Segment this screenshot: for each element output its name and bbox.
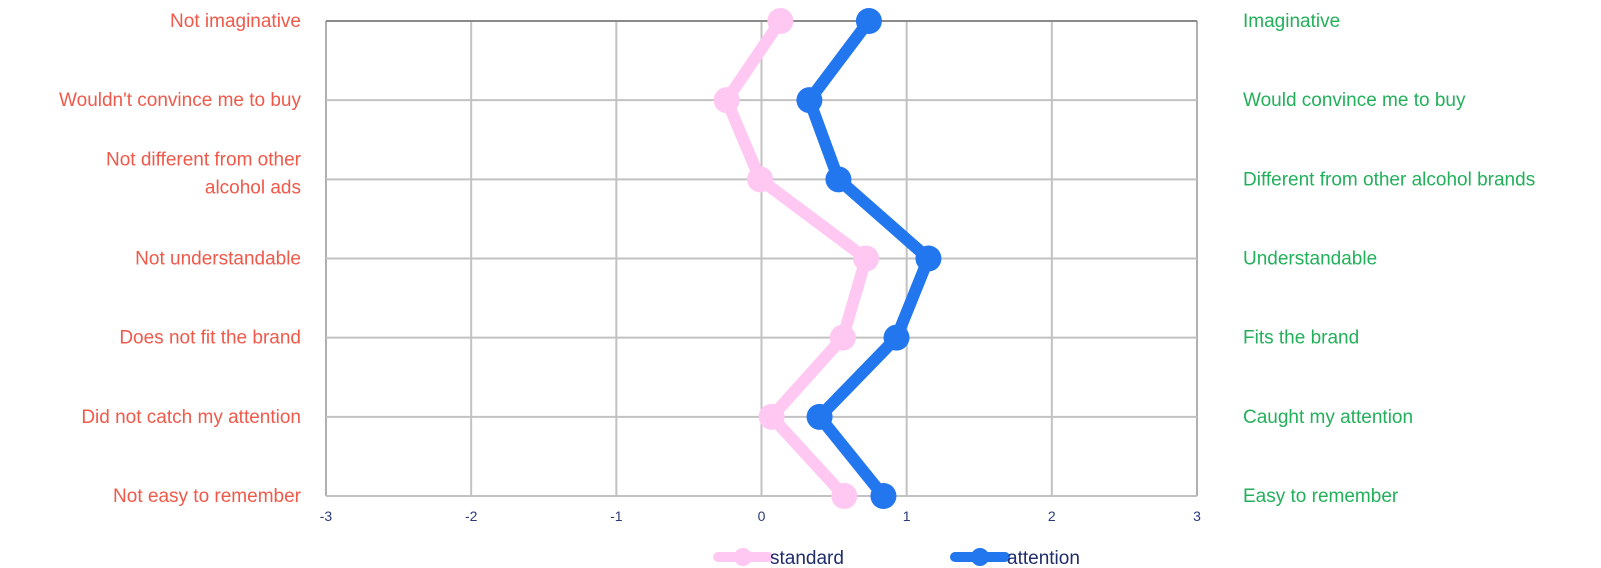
data-point-attention (883, 324, 910, 351)
tick-label: 3 (1193, 508, 1201, 524)
right-labels: Imaginative Would convince me to buy Diffe… (1243, 11, 1535, 507)
data-point-standard (713, 87, 740, 114)
data-point-attention (806, 403, 833, 430)
right-label: Caught my attention (1243, 407, 1413, 428)
tick-label: -2 (465, 508, 478, 524)
x-axis-ticks: -3 -2 -1 0 1 2 3 (320, 508, 1201, 524)
series (713, 8, 942, 509)
data-point-standard (831, 483, 858, 509)
tick-label: -3 (320, 508, 333, 524)
left-label: Wouldn't convince me to buy (59, 90, 301, 111)
data-point-standard (853, 245, 880, 272)
right-label: Different from other alcohol brands (1243, 169, 1535, 190)
left-label: Not understandable (135, 249, 301, 270)
right-label: Easy to remember (1243, 486, 1399, 507)
data-point-standard (758, 403, 785, 430)
right-label: Understandable (1243, 249, 1377, 270)
data-point-attention (870, 483, 897, 509)
left-label: alcohol ads (205, 177, 301, 198)
right-label: Imaginative (1243, 11, 1340, 32)
left-label: Does not fit the brand (119, 328, 301, 349)
right-label: Would convince me to buy (1243, 90, 1466, 111)
data-point-attention (915, 245, 942, 272)
left-labels: Not imaginative Wouldn't convince me to b… (59, 11, 302, 507)
left-label: Not easy to remember (113, 486, 302, 507)
tick-label: 1 (903, 508, 911, 524)
right-label: Fits the brand (1243, 328, 1359, 349)
data-point-standard (767, 8, 794, 34)
legend-label-standard: standard (770, 548, 844, 568)
legend-swatch-marker-standard (734, 548, 752, 566)
legend-label-attention: attention (1007, 548, 1080, 568)
tick-label: -1 (610, 508, 623, 524)
left-label: Did not catch my attention (81, 407, 301, 428)
data-point-standard (747, 166, 774, 193)
data-point-standard (829, 324, 856, 351)
data-point-attention (796, 87, 823, 114)
legend: standard attention (713, 548, 1080, 568)
tick-label: 0 (758, 508, 766, 524)
legend-swatch-marker-attention (971, 548, 989, 566)
data-point-attention (825, 166, 852, 193)
left-label: Not imaginative (170, 11, 301, 32)
tick-label: 2 (1048, 508, 1056, 524)
data-point-attention (855, 8, 882, 34)
left-label: Not different from other (106, 149, 302, 170)
